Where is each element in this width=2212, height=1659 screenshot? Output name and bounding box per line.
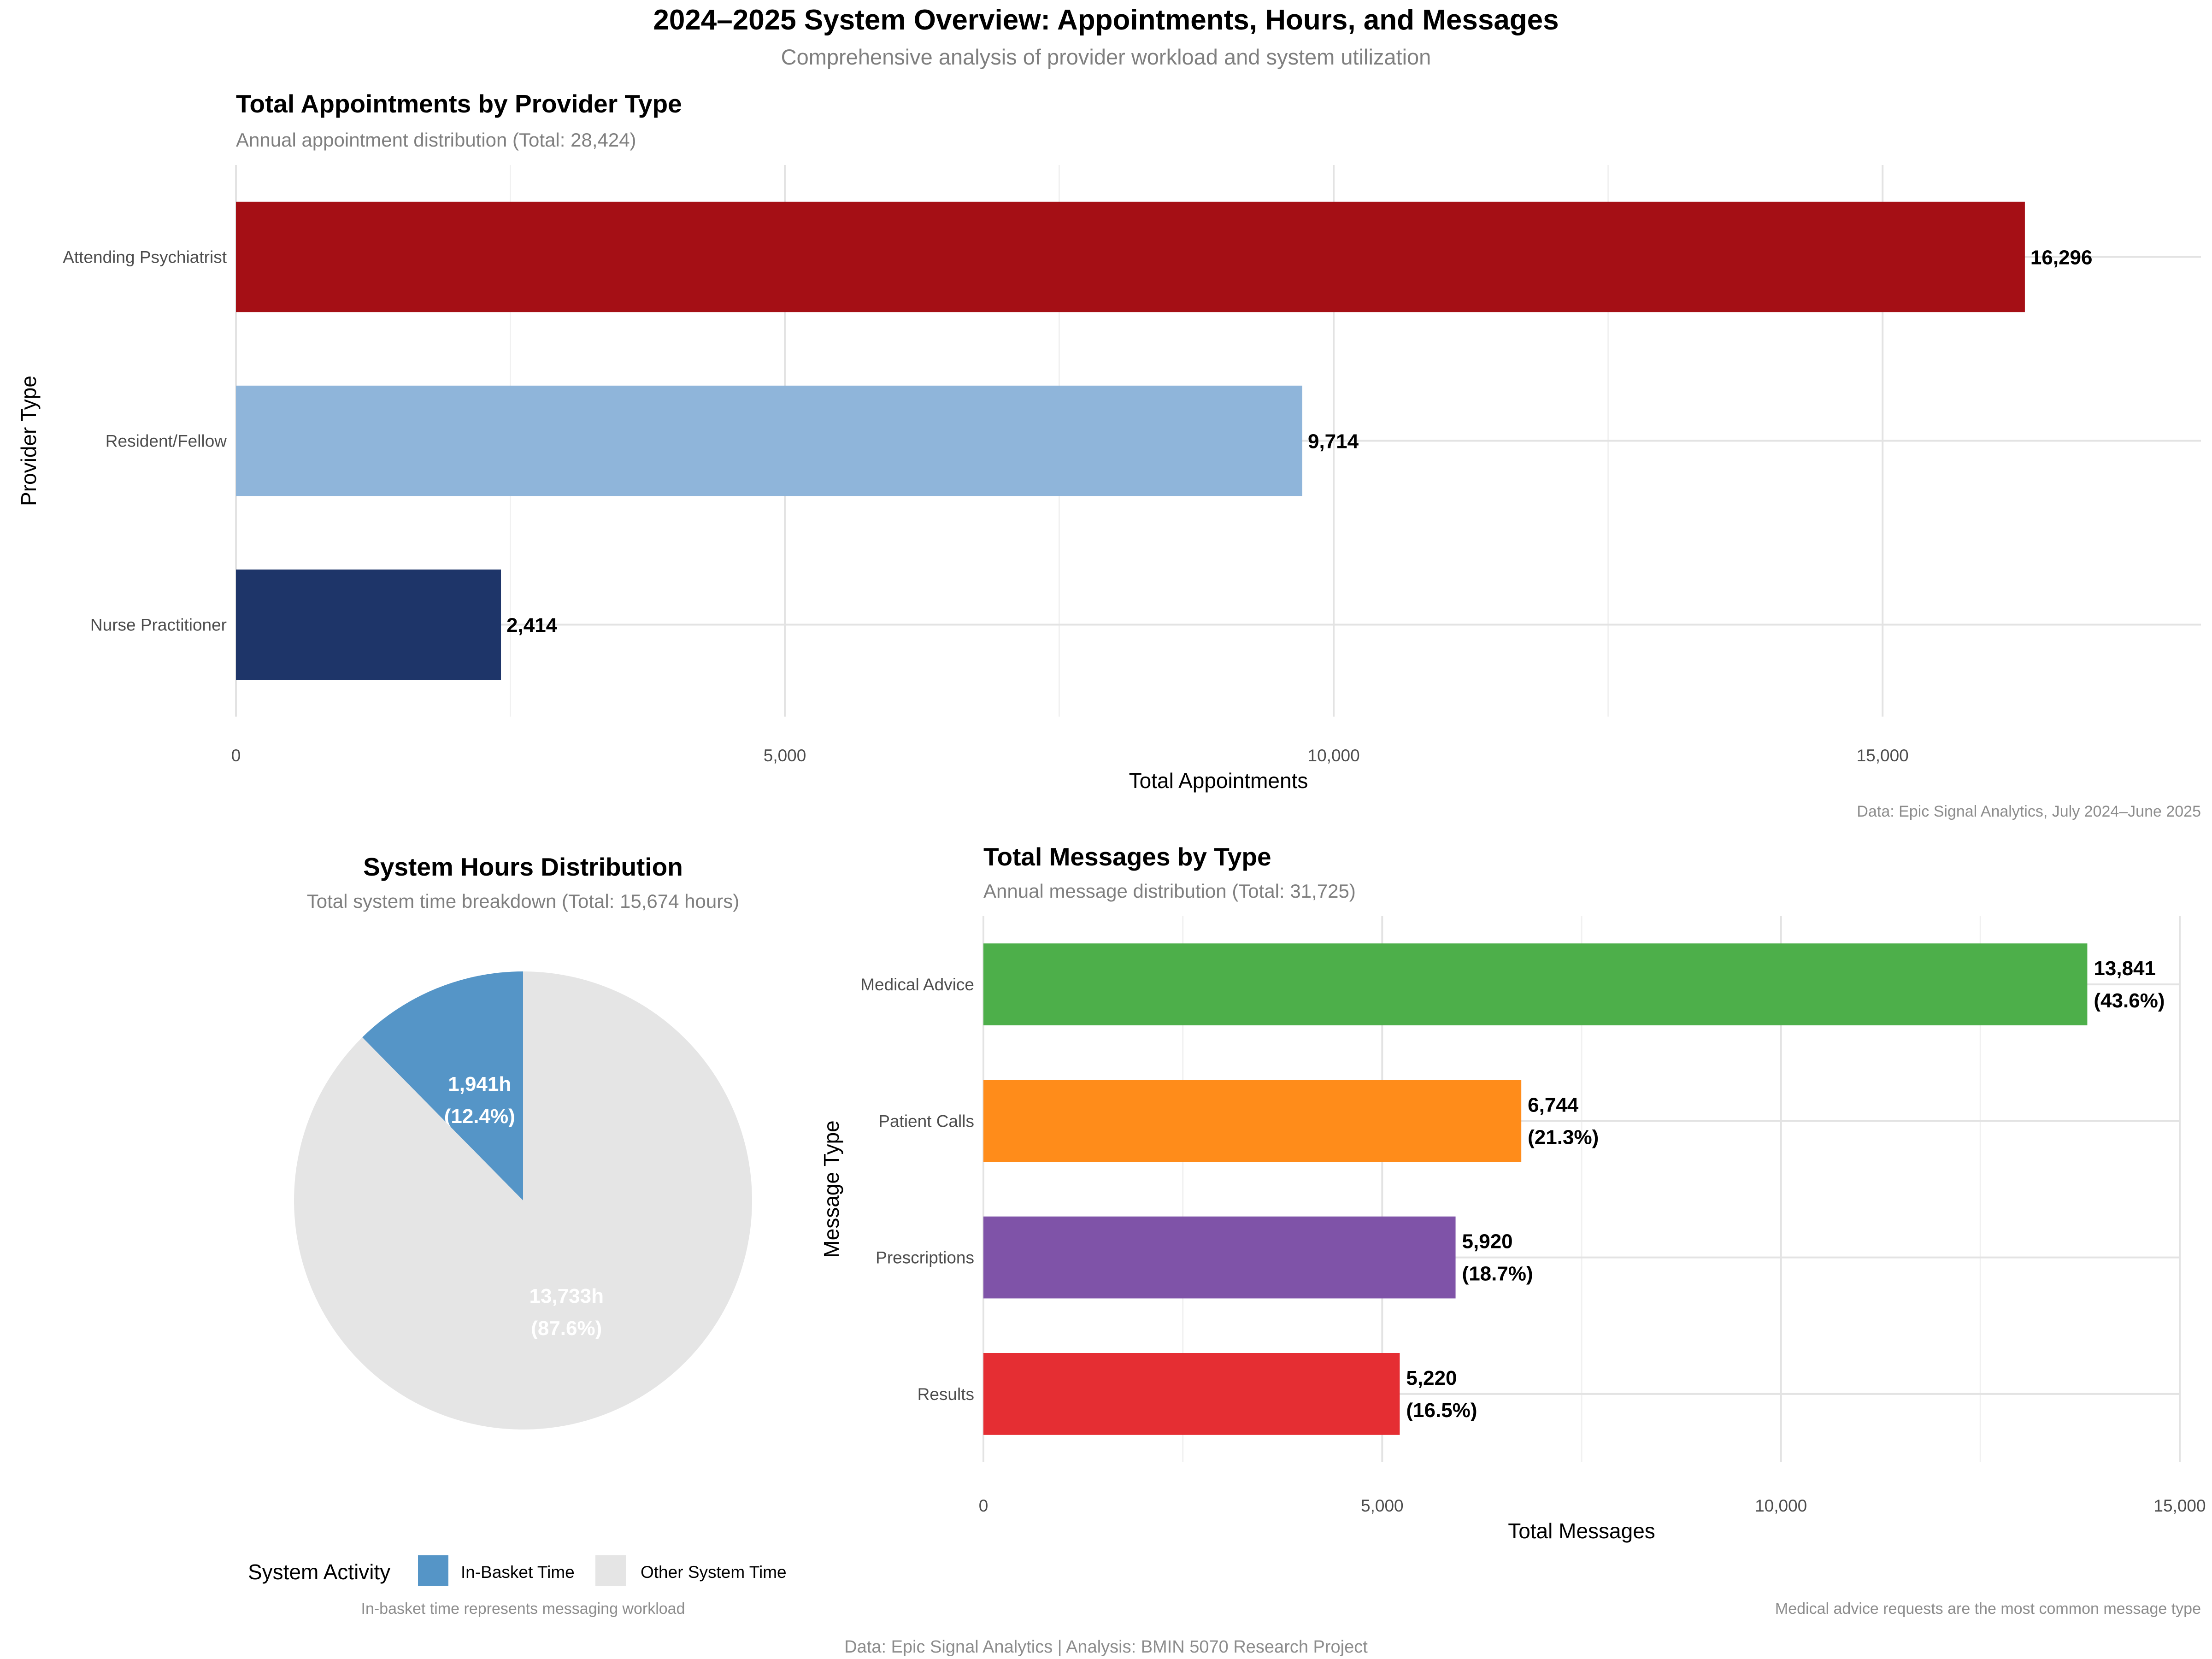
bar-prescriptions: [983, 1216, 1456, 1299]
pie-slice-in-basket-time: [362, 971, 523, 1200]
data-label: 5,220: [1406, 1367, 1457, 1389]
panel-title: Total Appointments by Provider Type: [236, 89, 682, 118]
x-tick-label: 0: [231, 746, 241, 765]
bar-medical-advice: [983, 943, 2088, 1025]
data-label-percent: (16.5%): [1406, 1399, 1477, 1422]
y-axis-label: Message Type: [819, 1120, 843, 1258]
pie-slice-other-system-time: [294, 971, 753, 1430]
legend-label: Other System Time: [641, 1563, 787, 1582]
y-tick-label: Nurse Practitioner: [90, 616, 227, 635]
page-title: 2024–2025 System Overview: Appointments,…: [653, 4, 1559, 36]
panel-subtitle: Total system time breakdown (Total: 15,6…: [307, 890, 739, 912]
x-axis-label: Total Appointments: [1129, 769, 1308, 793]
messages-chart: Total Messages by Type Annual message dis…: [819, 842, 2206, 1618]
y-tick-label: Medical Advice: [860, 975, 974, 994]
x-tick-label: 5,000: [1361, 1496, 1404, 1515]
panel-subtitle: Annual message distribution (Total: 31,7…: [983, 880, 1356, 902]
bar-resident-fellow: [236, 385, 1302, 496]
appointments-chart: Total Appointments by Provider Type Annua…: [17, 89, 2201, 820]
data-label: 13,841: [2094, 957, 2156, 980]
data-label: 5,920: [1462, 1230, 1513, 1253]
x-axis-label: Total Messages: [1508, 1519, 1655, 1543]
page-subtitle: Comprehensive analysis of provider workl…: [781, 45, 1431, 69]
legend-label: In-Basket Time: [461, 1563, 575, 1582]
x-tick-label: 5,000: [764, 746, 806, 765]
y-tick-label: Patient Calls: [878, 1112, 974, 1130]
x-tick-label: 10,000: [1755, 1496, 1807, 1515]
page-caption: Data: Epic Signal Analytics | Analysis: …: [844, 1637, 1368, 1657]
data-label: 16,296: [2030, 247, 2093, 269]
slice-value-label: 1,941h: [448, 1073, 511, 1095]
panel-caption: In-basket time represents messaging work…: [361, 1600, 685, 1618]
bar-results: [983, 1353, 1400, 1435]
x-tick-label: 15,000: [1857, 746, 1909, 765]
bar-patient-calls: [983, 1080, 1522, 1162]
x-tick-label: 10,000: [1308, 746, 1360, 765]
panel-title: System Hours Distribution: [363, 853, 683, 881]
data-label: 6,744: [1528, 1094, 1579, 1116]
y-tick-label: Prescriptions: [876, 1248, 974, 1267]
hours-pie-chart: System Hours Distribution Total system ti…: [248, 853, 787, 1618]
data-label: 9,714: [1308, 430, 1359, 453]
legend-title: System Activity: [248, 1560, 390, 1584]
data-label-percent: (43.6%): [2094, 989, 2165, 1012]
slice-percent-label: (12.4%): [444, 1105, 515, 1128]
data-label: 2,414: [506, 614, 558, 637]
legend-key: [595, 1555, 626, 1586]
panel-title: Total Messages by Type: [983, 842, 1271, 871]
x-tick-label: 0: [979, 1496, 988, 1515]
panel-subtitle: Annual appointment distribution (Total: …: [236, 129, 636, 151]
slice-percent-label: (87.6%): [531, 1317, 602, 1340]
y-tick-label: Resident/Fellow: [106, 432, 227, 451]
slice-value-label: 13,733h: [529, 1285, 604, 1307]
y-tick-label: Attending Psychiatrist: [63, 248, 227, 267]
bar-nurse-practitioner: [236, 569, 501, 680]
panel-caption: Medical advice requests are the most com…: [1775, 1600, 2201, 1618]
data-label-percent: (18.7%): [1462, 1263, 1533, 1285]
panel-caption: Data: Epic Signal Analytics, July 2024–J…: [1857, 803, 2201, 820]
legend-key: [418, 1555, 448, 1586]
bar-attending-psychiatrist: [236, 201, 2025, 312]
data-label-percent: (21.3%): [1528, 1126, 1599, 1148]
y-axis-label: Provider Type: [17, 376, 41, 506]
y-tick-label: Results: [918, 1385, 974, 1404]
x-tick-label: 15,000: [2153, 1496, 2206, 1515]
